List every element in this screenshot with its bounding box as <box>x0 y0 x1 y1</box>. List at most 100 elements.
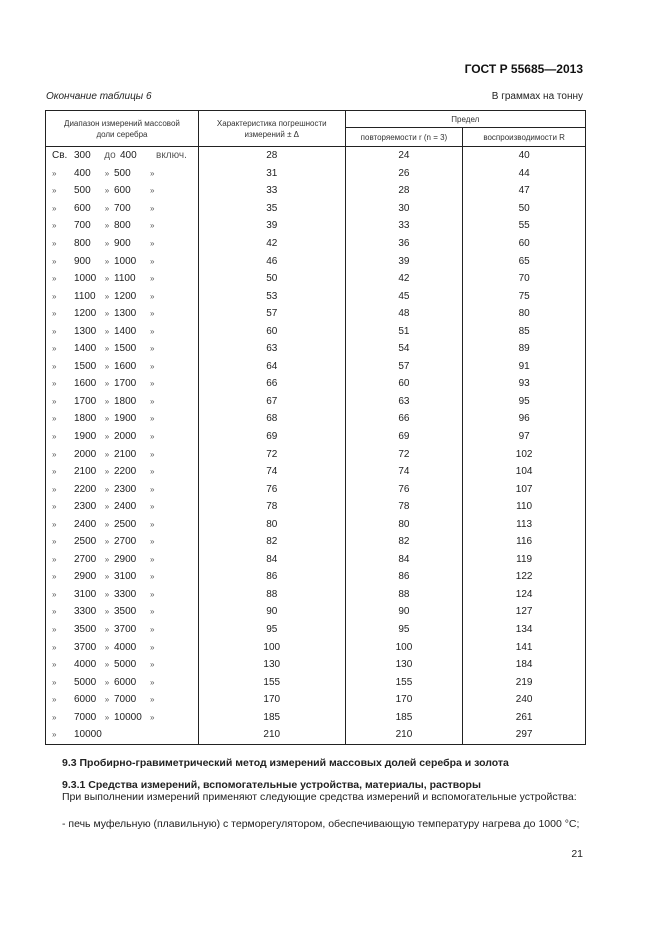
range-to-word: » <box>104 537 110 547</box>
range-to-word: » <box>104 186 110 196</box>
reproducibility-cell: 89 <box>462 340 586 358</box>
error-cell: 50 <box>197 269 346 288</box>
range-prefix: » <box>52 256 57 266</box>
reproducibility-cell: 219 <box>462 673 586 691</box>
range-prefix: » <box>52 484 57 494</box>
range-to: 3300 <box>114 588 137 600</box>
error-cell: 86 <box>197 568 346 586</box>
error-cell: 155 <box>197 673 346 691</box>
range-suffix: » <box>150 519 155 529</box>
range-from: 3300 <box>74 606 97 618</box>
error-cell: 78 <box>197 497 346 516</box>
range-suffix: » <box>150 291 155 301</box>
range-cell: » 10000 <box>45 726 199 745</box>
range-from: 700 <box>74 220 91 232</box>
repeatability-cell: 57 <box>344 357 464 376</box>
table-row: » 700 » 800 » 39 33 55 <box>45 217 586 235</box>
range-prefix: » <box>52 239 57 248</box>
range-suffix: » <box>150 712 155 722</box>
range-prefix: » <box>52 607 57 617</box>
range-to-word: » <box>104 361 110 371</box>
range-suffix: » <box>150 467 155 477</box>
range-suffix: » <box>150 502 155 512</box>
range-suffix: » <box>150 344 155 354</box>
reproducibility-cell: 184 <box>462 655 586 674</box>
header-reproducibility: воспроизводимости R <box>462 127 586 147</box>
range-to: 2200 <box>114 466 137 478</box>
repeatability-cell: 63 <box>344 392 464 411</box>
table-row: » 4000» 5000» 130 130 184 <box>45 655 586 674</box>
repeatability-cell: 30 <box>344 199 464 218</box>
range-cell: » 3500 » 3700 » <box>45 620 199 639</box>
range-prefix: » <box>52 344 57 354</box>
range-to: 2900 <box>114 553 137 565</box>
error-cell: 33 <box>197 182 346 200</box>
range-suffix: » <box>150 203 155 213</box>
table-row: » 3100» 3300» 88 88 124 <box>45 585 586 604</box>
range-suffix: » <box>150 695 155 705</box>
range-to: 4000 <box>114 641 137 653</box>
range-prefix: » <box>52 502 57 512</box>
range-to-word: » <box>104 695 110 705</box>
range-cell: Св. 300 до 400 включ. <box>45 145 199 165</box>
error-cell: 130 <box>197 655 346 674</box>
table-row: » 1700 » 1800 » 67 63 95 <box>45 392 586 411</box>
error-cell: 82 <box>197 533 346 551</box>
range-to: 3700 <box>114 624 137 636</box>
repeatability-cell: 26 <box>344 164 464 183</box>
range-cell: » 2500 » 2700 » <box>45 533 199 551</box>
table-row: » 2900» 3100» 86 86 122 <box>45 568 586 586</box>
range-from: 600 <box>74 202 91 214</box>
paragraph-list-item: - печь муфельную (плавильную) с терморег… <box>62 818 580 830</box>
range-cell: » 1100 » 1200 » <box>45 287 199 305</box>
range-from: 800 <box>74 238 91 249</box>
range-suffix: » <box>150 677 155 687</box>
table-units: В граммах на тонну <box>491 91 583 102</box>
range-to: 1300 <box>114 308 137 320</box>
data-table: Диапазон измерений массовой доли серебра… <box>45 110 587 745</box>
range-to: 7000 <box>114 694 137 706</box>
section-heading-9-3-1: 9.3.1 Средства измерений, вспомогательны… <box>62 779 481 791</box>
range-to-word: » <box>104 519 110 529</box>
repeatability-cell: 66 <box>344 410 464 428</box>
range-prefix: » <box>52 467 57 477</box>
reproducibility-cell: 44 <box>462 164 586 183</box>
reproducibility-cell: 75 <box>462 287 586 305</box>
range-prefix: » <box>52 449 57 459</box>
table-row: » 1400 » 1500 » 63 54 89 <box>45 340 586 358</box>
range-prefix: » <box>52 168 57 178</box>
range-cell: » 2400 » 2500 » <box>45 515 199 534</box>
table-row: » 1600 » 1700 » 66 60 93 <box>45 375 586 393</box>
reproducibility-cell: 240 <box>462 690 586 709</box>
range-prefix: » <box>52 730 57 740</box>
range-to: 2400 <box>114 501 137 513</box>
range-from: 400 <box>74 167 91 179</box>
reproducibility-cell: 104 <box>462 462 586 481</box>
range-from: 3100 <box>74 588 97 600</box>
table-row: » 2000» 2100» 72 72 102 <box>45 445 586 463</box>
repeatability-cell: 28 <box>344 182 464 200</box>
range-from: 2200 <box>74 483 97 495</box>
range-to: 1600 <box>114 360 137 372</box>
range-cell: » 1200 » 1300 » <box>45 304 199 323</box>
range-cell: » 2200 » 2300 » <box>45 480 199 498</box>
error-cell: 46 <box>197 252 346 270</box>
range-from: 900 <box>74 255 91 267</box>
repeatability-cell: 155 <box>344 673 464 691</box>
range-to: 1100 <box>114 273 136 285</box>
range-suffix: » <box>150 326 155 336</box>
table-row: » 400 » 500 » 31 26 44 <box>45 164 586 183</box>
range-prefix: » <box>52 203 57 213</box>
range-to-word: » <box>104 414 110 424</box>
repeatability-cell: 72 <box>344 445 464 463</box>
repeatability-cell: 80 <box>344 515 464 534</box>
repeatability-cell: 51 <box>344 322 464 341</box>
range-prefix: » <box>52 379 57 389</box>
range-suffix: » <box>150 361 155 371</box>
range-prefix: » <box>52 537 57 547</box>
section-heading-9-3: 9.3 Пробирно-гравиметрический метод изме… <box>62 757 509 769</box>
reproducibility-cell: 124 <box>462 585 586 604</box>
range-prefix: » <box>52 642 57 652</box>
range-prefix: » <box>52 589 57 599</box>
range-to-word: » <box>104 589 110 599</box>
